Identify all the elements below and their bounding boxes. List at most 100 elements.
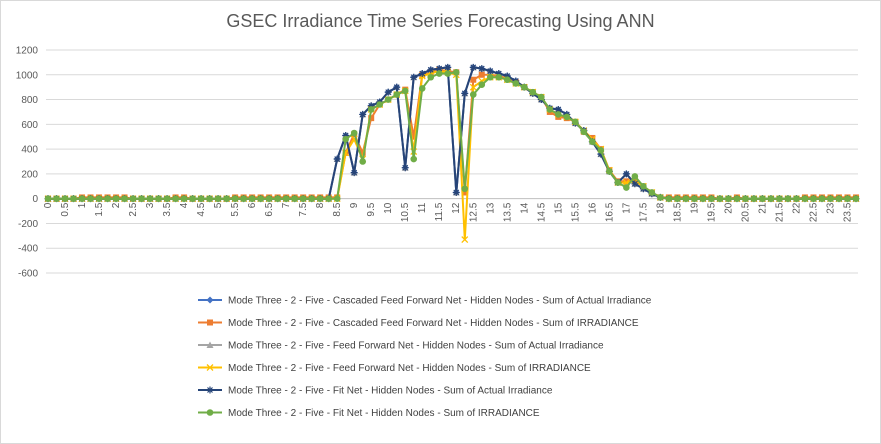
data-point — [776, 195, 783, 202]
data-point — [597, 147, 605, 154]
data-point — [87, 195, 94, 202]
data-point — [495, 73, 503, 81]
data-point — [597, 150, 605, 158]
data-point — [444, 70, 452, 77]
x-tick-label: 17 — [621, 202, 632, 214]
data-point — [384, 88, 392, 96]
data-point — [461, 185, 469, 193]
data-point — [333, 195, 341, 202]
x-tick-label: 11 — [417, 202, 428, 213]
grid-lines — [46, 49, 858, 274]
x-tick-label: 2 — [111, 202, 122, 208]
x-tick-label: 23.5 — [842, 202, 853, 222]
data-point — [214, 195, 222, 202]
x-tick-label: 20 — [723, 202, 734, 214]
data-point — [376, 101, 384, 108]
x-tick-label: 16.5 — [604, 202, 615, 222]
x-tick-label: 13.5 — [502, 202, 513, 222]
data-point — [401, 87, 409, 95]
x-tick-label: 4 — [179, 202, 190, 208]
data-point — [172, 195, 179, 202]
data-point — [180, 195, 188, 202]
series-group — [44, 63, 860, 244]
data-point — [520, 83, 528, 91]
legend-label: Mode Three - 2 - Five - Cascaded Feed Fo… — [228, 318, 639, 329]
data-point — [444, 63, 452, 71]
data-point — [452, 188, 460, 196]
data-point — [503, 76, 511, 84]
data-point — [495, 70, 503, 78]
x-tick-label: 10.5 — [400, 202, 411, 222]
x-tick-label: 15 — [553, 202, 564, 214]
legend-label: Mode Three - 2 - Five - Fit Net - Hidden… — [228, 386, 553, 397]
legend-entry: Mode Three - 2 - Five - Feed Forward Net… — [198, 363, 591, 374]
data-point — [138, 195, 145, 202]
data-point — [410, 73, 418, 81]
x-tick-label: 3.5 — [162, 202, 173, 216]
data-point — [359, 110, 367, 118]
data-point — [461, 189, 468, 196]
data-point — [206, 386, 214, 394]
data-point — [104, 195, 111, 202]
data-point — [308, 195, 315, 202]
data-point — [435, 70, 443, 77]
data-point — [163, 195, 171, 202]
data-point — [325, 195, 332, 202]
data-point — [206, 409, 214, 416]
data-point — [852, 195, 860, 202]
data-point — [240, 195, 247, 202]
x-tick-label: 3 — [145, 202, 156, 208]
data-point — [665, 195, 673, 202]
data-point — [478, 81, 486, 88]
data-point — [827, 195, 834, 202]
data-point — [44, 195, 52, 202]
data-point — [112, 195, 120, 202]
data-point — [367, 106, 375, 113]
data-point — [674, 195, 681, 202]
data-point — [631, 180, 639, 188]
data-point — [342, 131, 350, 139]
data-point — [291, 195, 298, 202]
legend-entry: Mode Three - 2 - Five - Fit Net - Hidden… — [198, 386, 553, 397]
data-point — [299, 195, 307, 202]
data-point — [197, 195, 205, 202]
data-point — [469, 63, 477, 71]
y-tick-label: 600 — [21, 120, 38, 131]
legend-entry: Mode Three - 2 - Five - Cascaded Feed Fo… — [198, 318, 639, 329]
x-tick-label: 4.5 — [196, 202, 207, 216]
data-point — [767, 195, 775, 202]
x-tick-label: 18 — [655, 202, 666, 214]
x-tick-label: 8.5 — [332, 202, 343, 216]
data-point — [691, 195, 698, 202]
data-point — [333, 155, 341, 163]
chart-title: GSEC Irradiance Time Series Forecasting … — [226, 11, 655, 31]
data-point — [359, 149, 366, 156]
data-point — [418, 85, 426, 92]
data-point — [682, 195, 690, 202]
data-point — [78, 195, 86, 202]
data-point — [623, 184, 630, 191]
legend-entry: Mode Three - 2 - Five - Feed Forward Net… — [198, 341, 604, 352]
data-point — [393, 91, 401, 98]
x-tick-label: 13 — [485, 202, 496, 214]
x-tick-label: 7.5 — [298, 202, 309, 216]
data-point — [146, 195, 154, 202]
y-tick-label: 800 — [21, 95, 38, 106]
data-point — [546, 106, 554, 113]
x-tick-label: 5.5 — [230, 202, 241, 216]
data-point — [206, 296, 214, 304]
x-tick-label: 6.5 — [264, 202, 275, 216]
x-tick-label: 7 — [281, 202, 292, 208]
data-point — [418, 70, 426, 78]
x-tick-label: 14 — [519, 202, 530, 214]
legend-label: Mode Three - 2 - Five - Fit Net - Hidden… — [228, 408, 540, 419]
data-point — [470, 76, 477, 83]
data-point — [725, 195, 732, 202]
data-point — [206, 341, 214, 348]
x-tick-label: 20.5 — [740, 202, 751, 222]
data-point — [623, 178, 630, 185]
x-tick-label: 5 — [213, 202, 224, 208]
